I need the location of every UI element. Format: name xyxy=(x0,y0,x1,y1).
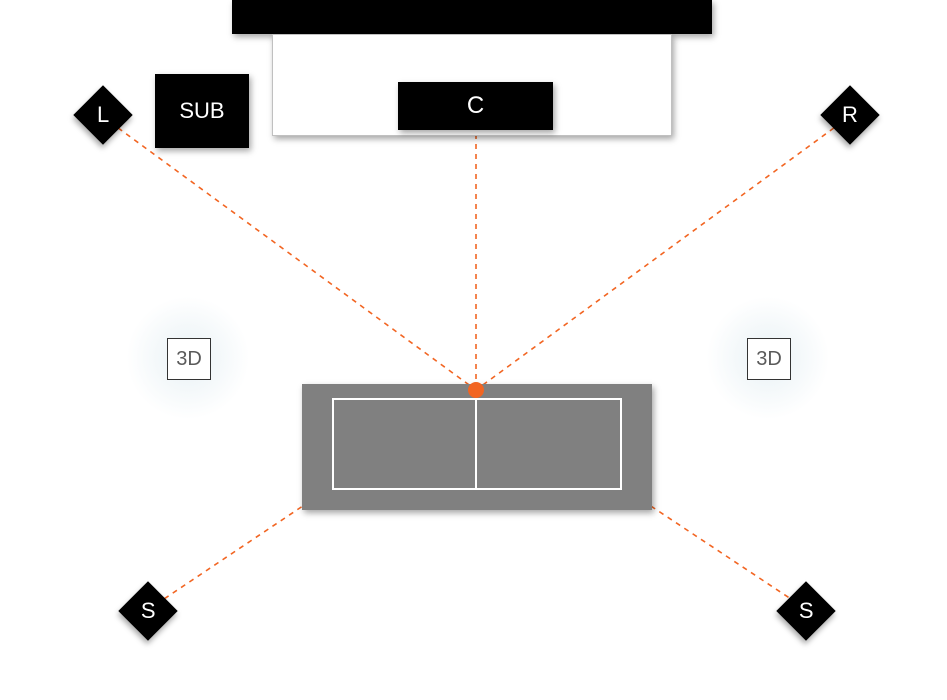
speaker-layout-diagram: C SUB L R S S 3D 3D xyxy=(0,0,947,700)
couch-divider xyxy=(475,398,477,490)
couch-cushions xyxy=(332,398,622,490)
surround-right-label: S xyxy=(799,598,814,624)
center-speaker-label: C xyxy=(467,92,484,120)
three-d-left: 3D xyxy=(167,338,211,380)
three-d-right: 3D xyxy=(747,338,791,380)
three-d-left-label: 3D xyxy=(176,348,202,371)
surround-right-speaker: S xyxy=(776,581,835,640)
subwoofer-label: SUB xyxy=(179,98,224,124)
surround-left-speaker: S xyxy=(118,581,177,640)
surround-left-label: S xyxy=(141,598,156,624)
three-d-right-label: 3D xyxy=(756,348,782,371)
front-right-label: R xyxy=(842,102,858,128)
center-speaker: C xyxy=(398,82,553,130)
listening-position-dot xyxy=(468,382,484,398)
front-left-label: L xyxy=(97,102,109,128)
subwoofer: SUB xyxy=(155,74,249,148)
front-left-speaker: L xyxy=(73,85,132,144)
tv-bar xyxy=(232,0,712,34)
front-right-speaker: R xyxy=(820,85,879,144)
